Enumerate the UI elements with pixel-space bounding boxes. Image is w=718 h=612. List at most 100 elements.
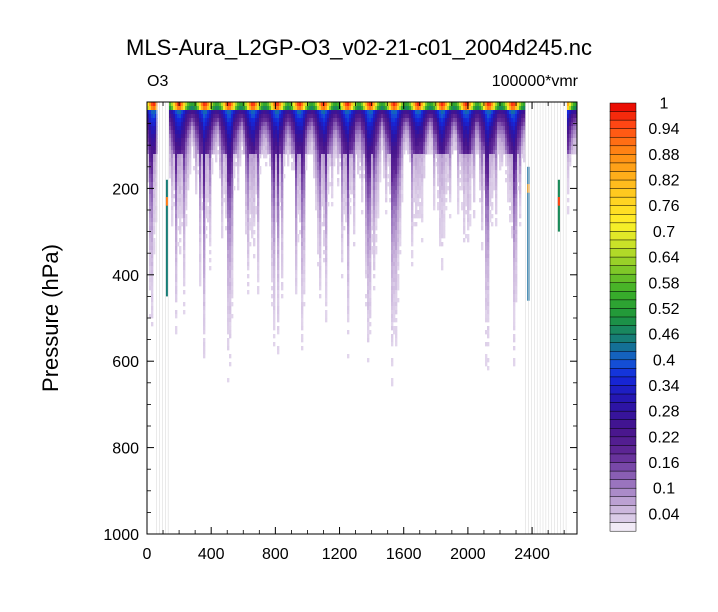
contour-cell: [395, 158, 398, 163]
contour-cell: [349, 134, 352, 139]
contour-cell: [169, 126, 172, 131]
contour-cell: [369, 114, 372, 119]
contour-cell: [249, 150, 252, 155]
contour-cell: [231, 174, 234, 179]
contour-cell: [485, 246, 488, 251]
contour-cell: [467, 214, 470, 219]
contour-cell: [185, 106, 188, 111]
contour-cell: [317, 146, 320, 151]
contour-cell: [397, 126, 400, 131]
contour-cell: [369, 234, 372, 239]
contour-cell: [147, 142, 150, 147]
contour-cell: [361, 126, 364, 131]
contour-cell: [465, 106, 468, 111]
contour-cell: [153, 246, 156, 251]
contour-cell: [177, 194, 180, 199]
contour-cell: [439, 170, 442, 175]
contour-cell: [483, 114, 486, 119]
contour-cell: [349, 142, 352, 147]
contour-cell: [459, 130, 462, 135]
contour-cell: [441, 202, 444, 207]
contour-cell: [421, 166, 424, 171]
contour-cell: [301, 346, 304, 351]
contour-cell: [419, 138, 422, 143]
contour-cell: [153, 146, 156, 151]
contour-cell: [151, 266, 154, 271]
contour-cell: [449, 214, 452, 219]
contour-cell: [393, 270, 396, 275]
contour-cell: [437, 126, 440, 131]
contour-cell: [237, 122, 240, 127]
contour-cell: [485, 234, 488, 239]
contour-cell: [281, 246, 284, 251]
contour-cell: [391, 322, 394, 327]
contour-cell: [275, 218, 278, 223]
contour-cell: [153, 134, 156, 139]
contour-cell: [369, 274, 372, 279]
contour-cell: [405, 126, 408, 131]
contour-cell: [251, 194, 254, 199]
contour-cell: [247, 130, 250, 135]
contour-cell: [395, 178, 398, 183]
contour-cell: [421, 218, 424, 223]
contour-cell: [221, 234, 224, 239]
contour-cell: [271, 158, 274, 163]
contour-cell: [349, 154, 352, 159]
contour-cell: [297, 170, 300, 175]
contour-cell: [253, 146, 256, 151]
contour-cell: [489, 218, 492, 223]
contour-cell: [211, 170, 214, 175]
contour-cell: [237, 142, 240, 147]
contour-cell: [281, 218, 284, 223]
contour-cell: [429, 126, 432, 131]
contour-cell: [315, 134, 318, 139]
contour-cell: [209, 250, 212, 255]
contour-cell: [317, 234, 320, 239]
contour-cell: [397, 102, 400, 107]
contour-cell: [317, 198, 320, 203]
contour-cell: [391, 178, 394, 183]
contour-cell: [467, 122, 470, 127]
contour-cell: [479, 150, 482, 155]
contour-cell: [395, 278, 398, 283]
contour-cell: [343, 126, 346, 131]
contour-cell: [487, 126, 490, 131]
contour-cell: [393, 254, 396, 259]
contour-cell: [401, 146, 404, 151]
contour-cell: [279, 182, 282, 187]
contour-cell: [367, 286, 370, 291]
contour-cell: [185, 206, 188, 211]
contour-cell: [253, 254, 256, 259]
contour-cell: [449, 182, 452, 187]
contour-cell: [221, 198, 224, 203]
contour-cell: [439, 206, 442, 211]
contour-cell: [227, 118, 230, 123]
contour-cell: [353, 202, 356, 207]
contour-cell: [173, 170, 176, 175]
contour-cell: [275, 150, 278, 155]
contour-cell: [319, 130, 322, 135]
contour-cell: [365, 182, 368, 187]
contour-cell: [421, 158, 424, 163]
contour-cell: [395, 174, 398, 179]
contour-cell: [265, 154, 268, 159]
contour-cell: [239, 114, 242, 119]
contour-cell: [295, 114, 298, 119]
contour-cell: [205, 142, 208, 147]
contour-cell: [247, 178, 250, 183]
contour-cell: [393, 250, 396, 255]
contour-cell: [461, 154, 464, 159]
contour-cell: [399, 134, 402, 139]
contour-cell: [229, 158, 232, 163]
contour-cell: [281, 234, 284, 239]
contour-cell: [357, 158, 360, 163]
contour-cell: [257, 142, 260, 147]
contour-cell: [205, 162, 208, 167]
contour-cell: [445, 150, 448, 155]
contour-cell: [479, 102, 482, 107]
contour-cell: [325, 242, 328, 247]
contour-cell: [353, 230, 356, 235]
contour-cell: [449, 110, 452, 115]
contour-cell: [185, 102, 188, 107]
contour-cell: [245, 158, 248, 163]
